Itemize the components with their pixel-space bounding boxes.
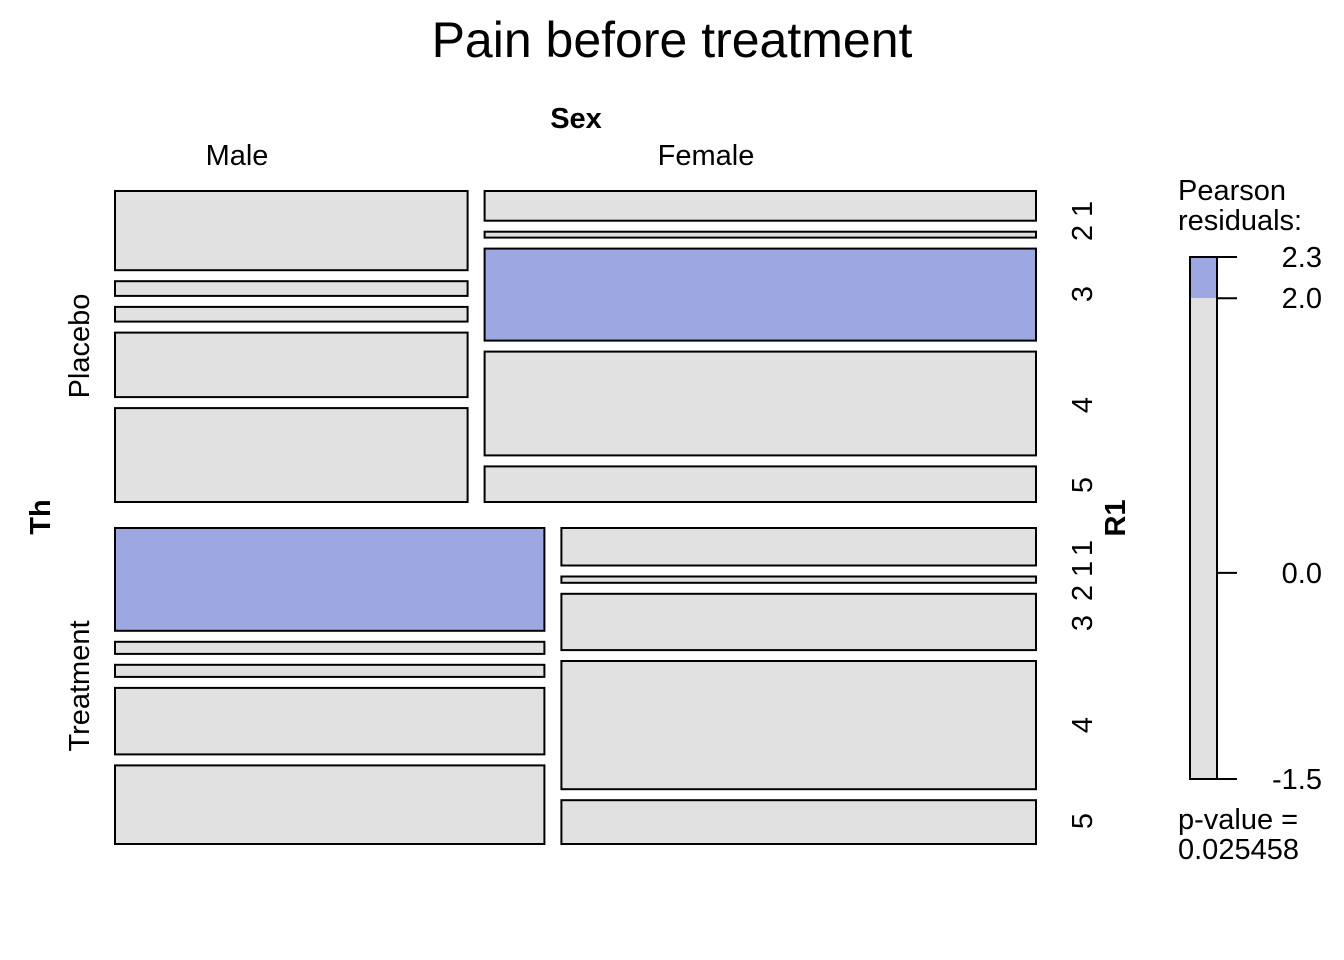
r1-label-placebo-3: 4 [1067,397,1099,413]
legend-color-bar [1189,256,1218,780]
legend-tick-label: -1.5 [1272,764,1322,796]
tile-placebo-female-r1-3 [483,247,1038,342]
r1-label-treatment-1: 1 [1067,540,1099,556]
tile-placebo-female-r1-1 [483,190,1038,222]
row-variable-label: Th [25,499,57,534]
tile-treatment-female-r1-1 [560,527,1038,567]
r1-label-treatment-2: 2 1 [1067,561,1099,601]
tile-treatment-male-r1-5 [114,764,546,846]
legend-title-line1: Pearson [1178,175,1286,207]
legend-positive-segment [1190,257,1217,299]
tile-treatment-female-r1-4 [560,660,1038,791]
tile-placebo-male-r1-2 [114,280,469,297]
legend: Pearson residuals: 2.3 2.0 0.0 -1.5 p-value… [1178,175,1322,866]
tile-treatment-male-r1-4 [114,686,546,756]
chart-title: Pain before treatment [432,12,913,68]
legend-neutral-segment [1190,298,1217,779]
tile-treatment-male-r1-2 [114,640,546,655]
tile-placebo-female-r1-2 [483,230,1038,239]
r1-label-treatment-5: 5 [1067,813,1099,829]
tile-placebo-male-r1-3 [114,305,469,323]
legend-tick-label: 2.0 [1282,283,1322,315]
r1-label-placebo-4: 5 [1067,477,1099,493]
legend-bar-frame [1189,256,1218,780]
column-label-male: Male [206,140,269,172]
legend-tick-label: 2.3 [1282,242,1322,274]
inner-variable-label: R1 [1100,499,1132,536]
legend-ticks: 2.3 2.0 0.0 -1.5 [1217,242,1322,796]
legend-title-line2: residuals: [1178,205,1302,237]
mosaic-tiles [114,190,1038,846]
tile-treatment-female-r1-3 [560,592,1038,652]
tile-placebo-female-r1-5 [483,465,1038,503]
r1-label-placebo-1: 2 1 [1067,201,1099,241]
column-label-female: Female [658,140,755,172]
tile-placebo-male-r1-4 [114,331,469,399]
tile-placebo-male-r1-5 [114,407,469,504]
tile-placebo-female-r1-4 [483,350,1038,457]
pvalue-line2: 0.025458 [1178,834,1299,866]
r1-label-treatment-4: 4 [1067,717,1099,733]
row-label-treatment: Treatment [64,620,96,751]
tile-treatment-male-r1-1 [114,527,546,632]
row-label-placebo: Placebo [64,294,96,399]
tile-treatment-male-r1-3 [114,663,546,678]
r1-label-placebo-2: 3 [1067,286,1099,302]
tile-treatment-female-r1-5 [560,799,1038,846]
pvalue-line1: p-value = [1178,804,1298,836]
r1-label-treatment-3: 3 [1067,615,1099,631]
tile-placebo-male-r1-1 [114,190,469,272]
tile-treatment-female-r1-2 [560,575,1038,584]
column-variable-label: Sex [550,103,602,135]
legend-tick-label: 0.0 [1282,558,1322,590]
